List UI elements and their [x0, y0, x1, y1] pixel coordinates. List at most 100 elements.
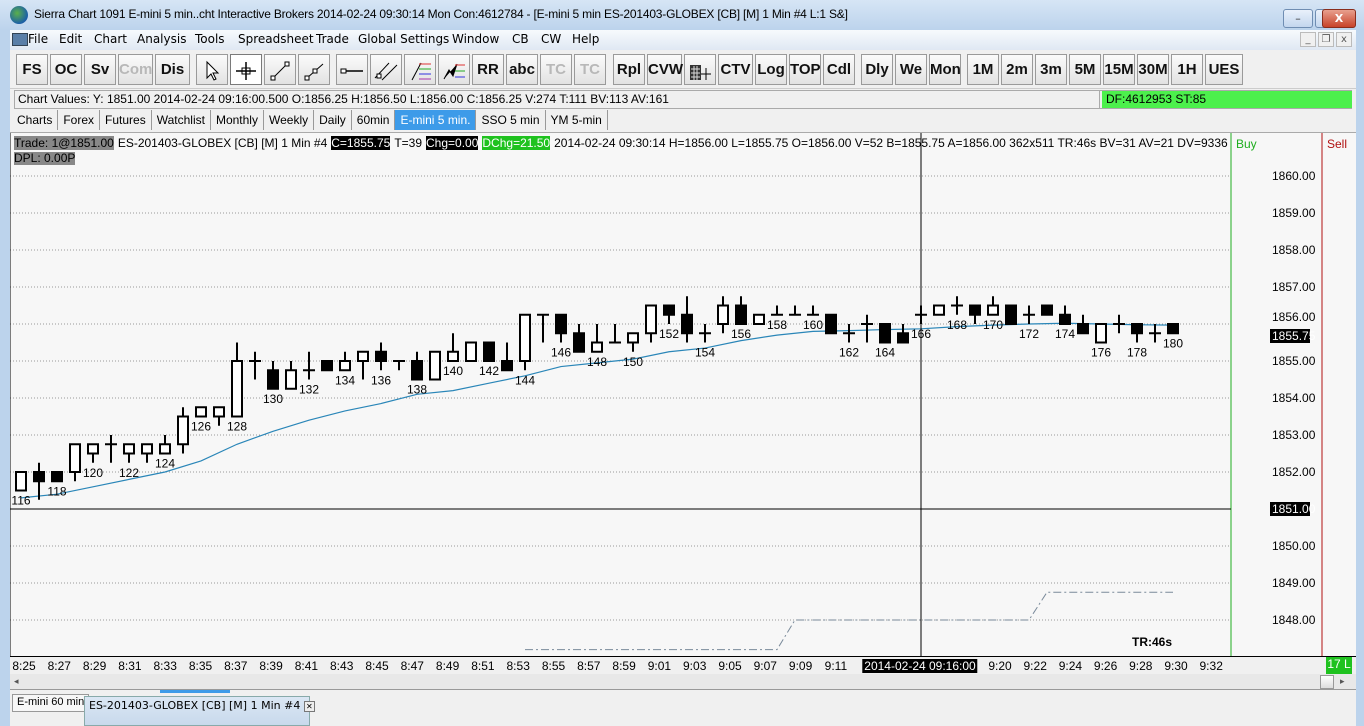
tab-charts[interactable]: Charts: [12, 110, 59, 130]
window-tab-es-1min[interactable]: ES-201403-GLOBEX [CB] [M] 1 Min #4 ✕: [84, 696, 315, 726]
minimize-button[interactable]: –: [1283, 9, 1313, 28]
fib-extension-tool-button[interactable]: [438, 54, 470, 85]
toolbar-30m-button[interactable]: 30M: [1137, 54, 1169, 85]
scrollbar-thumb[interactable]: [1320, 675, 1334, 689]
tab-forex[interactable]: Forex: [58, 110, 101, 130]
toolbar-fs-button[interactable]: FS: [16, 54, 48, 85]
bar-number-label: 180: [1163, 336, 1183, 350]
pointer-tool-button[interactable]: [196, 54, 228, 85]
toolbar-cdl-button[interactable]: Cdl: [823, 54, 855, 85]
menu-analysis[interactable]: Analysis: [137, 32, 187, 46]
parallel-lines-tool-button[interactable]: [370, 54, 402, 85]
menu-tools[interactable]: Tools: [195, 32, 225, 46]
menu-file[interactable]: File: [28, 32, 49, 46]
toolbar-dly-button[interactable]: Dly: [861, 54, 893, 85]
candle-124: 124: [155, 435, 175, 471]
last-price-label: 1855.75: [1270, 329, 1316, 344]
candle-body-down: [555, 313, 567, 335]
candle-body-up: [519, 313, 531, 362]
bar-number-label: 162: [839, 346, 859, 360]
toolbar-we-button[interactable]: We: [895, 54, 927, 85]
toolbar-ctv-button[interactable]: CTV: [718, 54, 753, 85]
toolbar-cvw-button[interactable]: CVW: [647, 54, 683, 85]
menu-global-settings[interactable]: Global Settings: [358, 32, 450, 46]
toolbar-top-button[interactable]: TOP: [789, 54, 821, 85]
tab-monthly[interactable]: Monthly: [211, 110, 264, 130]
mdi-close-button[interactable]: x: [1336, 32, 1352, 47]
toolbar-rr-button[interactable]: RR: [472, 54, 504, 85]
candle-140: 140: [443, 333, 463, 378]
toolbar-2m-button[interactable]: 2m: [1001, 54, 1033, 85]
scroll-left-arrow-icon[interactable]: ◂: [14, 677, 19, 687]
tab-60min[interactable]: 60min: [352, 110, 396, 130]
bar-number-label: 136: [371, 373, 391, 387]
dpl-value: DPL: 0.00P: [14, 151, 76, 165]
mdi-restore-button[interactable]: ❐: [1318, 32, 1334, 47]
toolbar-3m-button[interactable]: 3m: [1035, 54, 1067, 85]
sell-column-label[interactable]: Sell: [1327, 137, 1348, 151]
buy-column-label[interactable]: Buy: [1236, 137, 1257, 151]
candle-129: [249, 351, 261, 380]
tab-e-mini-5-min[interactable]: E-mini 5 min.: [395, 110, 477, 130]
ray-tool-button[interactable]: [298, 54, 330, 85]
menu-trade[interactable]: Trade: [316, 32, 349, 46]
toolbar-mon-button[interactable]: Mon: [929, 54, 961, 85]
tab-weekly[interactable]: Weekly: [264, 110, 315, 130]
toolbar-log-button[interactable]: Log: [755, 54, 787, 85]
tab-ym-5-min[interactable]: YM 5-min: [546, 110, 608, 130]
fib-retracement-tool-button[interactable]: [404, 54, 436, 85]
menu-chart[interactable]: Chart: [94, 32, 127, 46]
tab-futures[interactable]: Futures: [100, 110, 152, 130]
menu-cw[interactable]: CW: [541, 32, 562, 46]
tab-sso-5-min[interactable]: SSO 5 min: [476, 110, 546, 130]
candle-170: 170: [983, 296, 1003, 332]
candle-body-up: [357, 350, 369, 362]
candle-158: 158: [767, 305, 787, 332]
menu-spreadsheet[interactable]: Spreadsheet: [238, 32, 314, 46]
candle-body-down: [51, 471, 63, 483]
toolbar-dis-button[interactable]: Dis: [155, 54, 190, 85]
tw-calendar-tool-button[interactable]: [684, 54, 716, 85]
close-tab-icon[interactable]: ✕: [303, 701, 315, 712]
line-tool-button[interactable]: [264, 54, 296, 85]
candle-122: 122: [119, 443, 139, 480]
bar-number-label: 128: [227, 420, 247, 434]
crosshair-tool-button[interactable]: [230, 54, 262, 85]
toolbar-1h-button[interactable]: 1H: [1171, 54, 1203, 85]
toolbar-tc1-button[interactable]: TC 1: [540, 54, 572, 107]
close-button[interactable]: X: [1322, 9, 1356, 28]
candle-149: [609, 324, 621, 344]
mdi-minimize-button[interactable]: _: [1300, 32, 1316, 47]
toolbar-1m-button[interactable]: 1M: [967, 54, 999, 85]
toolbar-oc-button[interactable]: OC: [50, 54, 82, 85]
toolbar-sv-button[interactable]: Sv: [84, 54, 116, 85]
toolbar-15m-button[interactable]: 15M: [1103, 54, 1135, 85]
price-chart[interactable]: 116 118 120 122 124 126 128 130 132 134 136 138 140 1…: [10, 133, 1356, 657]
time-tick-label: 9:20: [988, 659, 1012, 673]
window-tab-emini-60[interactable]: E-mini 60 min: [12, 694, 90, 712]
toolbar-abc-button[interactable]: abc: [506, 54, 538, 85]
chart-area[interactable]: 116 118 120 122 124 126 128 130 132 134 136 138 140 1…: [10, 132, 1356, 657]
toolbar-rpl-button[interactable]: Rpl: [613, 54, 645, 85]
candle-body-down: [321, 360, 333, 372]
horizontal-line-tool-button[interactable]: [336, 54, 368, 85]
toolbar-ues-button[interactable]: UES: [1205, 54, 1243, 85]
menu-cb[interactable]: CB: [512, 32, 529, 46]
tab-daily[interactable]: Daily: [314, 110, 352, 130]
horizontal-scrollbar[interactable]: ◂ ▸: [10, 674, 1356, 690]
candle-133: [321, 360, 333, 372]
bar-details: 2014-02-24 09:30:14 H=1856.00 L=1855.75 …: [554, 136, 1228, 150]
toolbar-5m-button[interactable]: 5M: [1069, 54, 1101, 85]
candle-body-up: [231, 360, 243, 418]
toolbar-com-button[interactable]: Com: [118, 54, 153, 85]
time-tick-label: 8:29: [82, 659, 107, 673]
candle-body-down: [1167, 323, 1179, 335]
menu-window[interactable]: Window: [452, 32, 500, 46]
tab-watchlist[interactable]: Watchlist: [152, 110, 211, 130]
menu-edit[interactable]: Edit: [59, 32, 83, 46]
toolbar-tc2-button[interactable]: TC 2: [574, 54, 606, 107]
scroll-right-arrow-icon[interactable]: ▸: [1340, 677, 1345, 687]
lots-badge: 17 L: [1326, 657, 1352, 674]
tw-calendar-icon: [690, 65, 711, 80]
menu-help[interactable]: Help: [572, 32, 600, 46]
